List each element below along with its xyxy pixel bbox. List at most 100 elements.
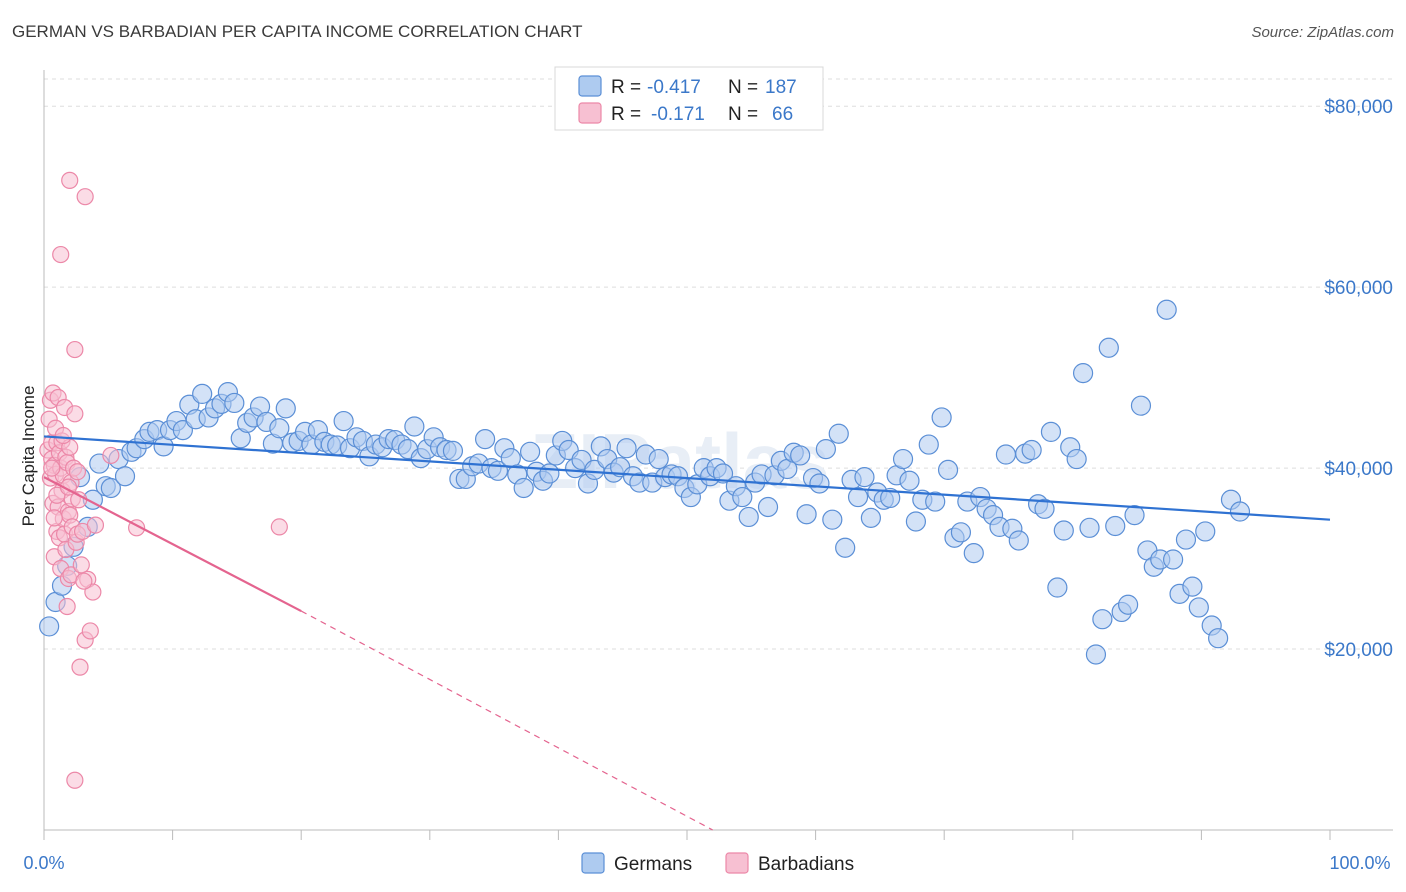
y-axis-title: Per Capita Income: [19, 386, 38, 527]
german-point: [880, 487, 901, 509]
barbadian-point: [48, 486, 66, 504]
german-point: [333, 410, 354, 432]
german-point: [1156, 299, 1177, 320]
german-point: [1124, 505, 1145, 526]
barbadian-trend-line: [43, 476, 302, 613]
bottom-legend-german-label: Germans: [614, 854, 692, 875]
x-axis-ticks: [43, 830, 1331, 840]
german-point: [1021, 439, 1042, 461]
barbadian-trend-extension: [300, 610, 714, 831]
barbadian-point: [71, 658, 89, 676]
source-label: Source: ZipAtlas.com: [1251, 24, 1394, 41]
german-point: [584, 459, 605, 481]
bottom-legend-barbadian-swatch: [725, 852, 749, 874]
german-point: [796, 504, 817, 525]
german-point: [1047, 577, 1068, 598]
legend-german-n-value: 187: [765, 77, 797, 98]
barbadian-point: [81, 622, 99, 640]
barbadian-point: [76, 188, 94, 206]
legend-german-r-label: R =: [611, 77, 641, 98]
legend-german-swatch: [578, 75, 602, 97]
german-point: [809, 473, 830, 494]
german-point: [1053, 520, 1074, 541]
german-point: [1079, 517, 1100, 538]
barbadian-point: [75, 572, 93, 590]
german-point: [1072, 362, 1094, 384]
german-point: [269, 418, 290, 439]
barbadian-point: [270, 518, 288, 536]
german-point: [442, 440, 464, 462]
barbadian-point: [54, 426, 72, 445]
legend-german-n-label: N =: [728, 77, 758, 98]
y-tick-label: $20,000: [1324, 640, 1393, 661]
german-point: [892, 448, 914, 470]
x-tick-label-min: 0.0%: [23, 853, 64, 873]
barbadians-points: [39, 171, 288, 789]
germans-points: [39, 299, 1251, 665]
german-point: [860, 507, 881, 528]
german-point: [520, 441, 541, 462]
barbadian-point: [52, 245, 70, 264]
legend-barbadian-n-label: N =: [728, 104, 758, 125]
bottom-legend-barbadian-label: Barbadians: [758, 854, 854, 875]
trend-lines: [43, 435, 1331, 831]
legend-barbadian-r-label: R =: [611, 104, 641, 125]
german-point: [738, 506, 759, 528]
barbadian-point: [66, 340, 84, 359]
legend-barbadian-r-value: -0.171: [651, 104, 705, 125]
german-point: [539, 463, 560, 484]
german-point: [790, 445, 811, 466]
correlation-legend: R = -0.417 N = 187 R = -0.171 N = 66: [554, 66, 824, 131]
barbadian-point: [86, 516, 105, 534]
german-point: [1117, 594, 1139, 615]
barbadian-point: [66, 405, 84, 423]
german-point: [39, 616, 60, 637]
y-axis-tick-labels: $20,000 $40,000 $60,000 $80,000: [1324, 97, 1393, 661]
german-point: [732, 486, 753, 508]
german-point: [474, 429, 496, 450]
german-point: [1182, 576, 1203, 597]
german-point: [1105, 515, 1126, 537]
german-point: [1008, 530, 1029, 551]
german-point: [854, 467, 875, 488]
barbadian-point: [45, 509, 63, 527]
german-point: [1163, 549, 1184, 570]
german-point: [1098, 337, 1119, 358]
barbadian-point: [102, 446, 120, 465]
x-tick-label-max: 100.0%: [1329, 853, 1390, 873]
legend-german-r-value: -0.417: [647, 77, 701, 98]
german-point: [1229, 501, 1251, 522]
german-point: [905, 511, 927, 532]
german-point: [950, 522, 972, 543]
german-point: [100, 477, 121, 499]
german-point: [918, 434, 939, 455]
german-point: [835, 537, 856, 558]
german-point: [172, 419, 193, 441]
german-point: [815, 438, 836, 460]
barbadian-point: [66, 771, 84, 789]
y-tick-label: $60,000: [1324, 278, 1393, 299]
german-point: [757, 496, 779, 518]
german-point: [1208, 628, 1229, 649]
y-tick-label: $80,000: [1324, 97, 1393, 118]
german-point: [275, 398, 296, 419]
german-point: [513, 477, 534, 499]
german-point: [224, 392, 245, 414]
german-point: [822, 509, 843, 530]
grid-lines: [44, 78, 1393, 650]
german-point: [192, 383, 213, 405]
barbadian-point: [58, 597, 76, 616]
bottom-legend-german-swatch: [581, 852, 605, 874]
legend-barbadian-swatch: [578, 102, 602, 124]
german-point: [648, 448, 669, 470]
barbadian-point: [61, 171, 79, 189]
barbadian-point: [68, 463, 87, 481]
german-point: [1188, 597, 1209, 618]
german-point: [712, 463, 734, 484]
series-legend: Germans Barbadians: [581, 852, 854, 875]
german-point: [925, 491, 946, 512]
german-point: [1034, 498, 1055, 519]
legend-barbadian-n-value: 66: [772, 104, 793, 125]
german-point: [1175, 529, 1197, 550]
german-point: [404, 416, 425, 437]
